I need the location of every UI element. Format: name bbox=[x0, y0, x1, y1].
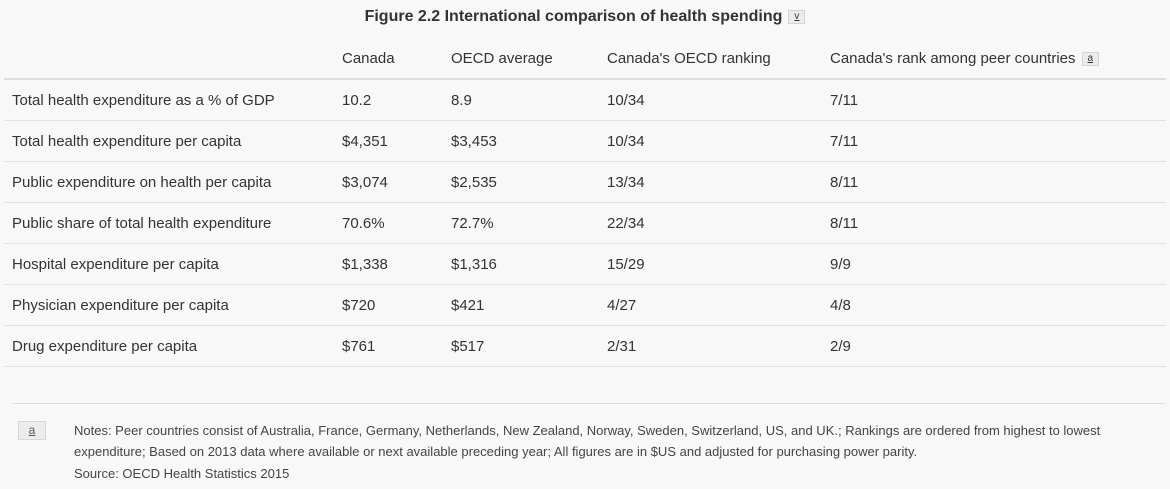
table-row: Total health expenditure per capita $4,35… bbox=[4, 120, 1166, 162]
cell-indicator: Hospital expenditure per capita bbox=[4, 243, 342, 285]
cell-peer-rank: 8/11 bbox=[830, 202, 1166, 244]
cell-indicator: Physician expenditure per capita bbox=[4, 284, 342, 326]
cell-canada: $761 bbox=[342, 325, 451, 367]
cell-oecd-ranking: 2/31 bbox=[607, 325, 830, 367]
header-canada: Canada bbox=[342, 38, 451, 80]
table-row: Public share of total health expenditure… bbox=[4, 202, 1166, 244]
cell-peer-rank: 8/11 bbox=[830, 161, 1166, 203]
table-row: Total health expenditure as a % of GDP 10… bbox=[4, 79, 1166, 121]
header-oecd-average: OECD average bbox=[451, 38, 607, 80]
header-peer-rank-text: Canada's rank among peer countries bbox=[830, 49, 1076, 67]
cell-oecd-ranking: 22/34 bbox=[607, 202, 830, 244]
cell-oecd-ranking: 13/34 bbox=[607, 161, 830, 203]
table-row: Hospital expenditure per capita $1,338 $1,… bbox=[4, 243, 1166, 285]
cell-oecd-average: 8.9 bbox=[451, 79, 607, 121]
cell-indicator: Total health expenditure as a % of GDP bbox=[4, 79, 342, 121]
cell-oecd-average: $2,535 bbox=[451, 161, 607, 203]
cell-canada: 10.2 bbox=[342, 79, 451, 121]
cell-canada: $4,351 bbox=[342, 120, 451, 162]
cell-indicator: Total health expenditure per capita bbox=[4, 120, 342, 162]
cell-indicator: Public expenditure on health per capita bbox=[4, 161, 342, 203]
cell-peer-rank: 2/9 bbox=[830, 325, 1166, 367]
cell-peer-rank: 7/11 bbox=[830, 120, 1166, 162]
footnote-marker-button[interactable]: a bbox=[18, 421, 46, 440]
cell-oecd-ranking: 10/34 bbox=[607, 79, 830, 121]
header-indicator bbox=[4, 38, 342, 80]
cell-canada: 70.6% bbox=[342, 202, 451, 244]
title-footnote-button[interactable]: v bbox=[788, 10, 806, 24]
header-footnote-button[interactable]: a bbox=[1081, 51, 1100, 66]
cell-oecd-average: 72.7% bbox=[451, 202, 607, 244]
cell-oecd-average: $517 bbox=[451, 325, 607, 367]
cell-oecd-ranking: 10/34 bbox=[607, 120, 830, 162]
figure-title-text: Figure 2.2 International comparison of h… bbox=[364, 8, 783, 25]
header-oecd-ranking: Canada's OECD ranking bbox=[607, 38, 830, 80]
cell-oecd-ranking: 15/29 bbox=[607, 243, 830, 285]
cell-canada: $720 bbox=[342, 284, 451, 326]
header-peer-rank: Canada's rank among peer countries a bbox=[830, 38, 1166, 80]
header-row: Canada OECD average Canada's OECD rankin… bbox=[4, 38, 1166, 80]
footnote-source: Source: OECD Health Statistics 2015 bbox=[74, 466, 290, 481]
table-row: Physician expenditure per capita $720 $421… bbox=[4, 284, 1166, 326]
cell-peer-rank: 7/11 bbox=[830, 79, 1166, 121]
footnote-notes: Notes: Peer countries consist of Austral… bbox=[74, 423, 1101, 459]
cell-canada: $1,338 bbox=[342, 243, 451, 285]
table-row: Drug expenditure per capita $761 $517 2/31 2… bbox=[4, 325, 1166, 367]
cell-oecd-average: $1,316 bbox=[451, 243, 607, 285]
cell-indicator: Public share of total health expenditure bbox=[4, 202, 342, 244]
cell-oecd-average: $3,453 bbox=[451, 120, 607, 162]
cell-oecd-ranking: 4/27 bbox=[607, 284, 830, 326]
cell-oecd-average: $421 bbox=[451, 284, 607, 326]
health-spending-table: Canada OECD average Canada's OECD rankin… bbox=[4, 38, 1166, 367]
footnote-divider bbox=[12, 403, 1165, 404]
cell-indicator: Drug expenditure per capita bbox=[4, 325, 342, 367]
cell-peer-rank: 4/8 bbox=[830, 284, 1166, 326]
cell-peer-rank: 9/9 bbox=[830, 243, 1166, 285]
table-row: Public expenditure on health per capita $… bbox=[4, 161, 1166, 203]
figure-title: Figure 2.2 International comparison of h… bbox=[0, 8, 1170, 26]
cell-canada: $3,074 bbox=[342, 161, 451, 203]
